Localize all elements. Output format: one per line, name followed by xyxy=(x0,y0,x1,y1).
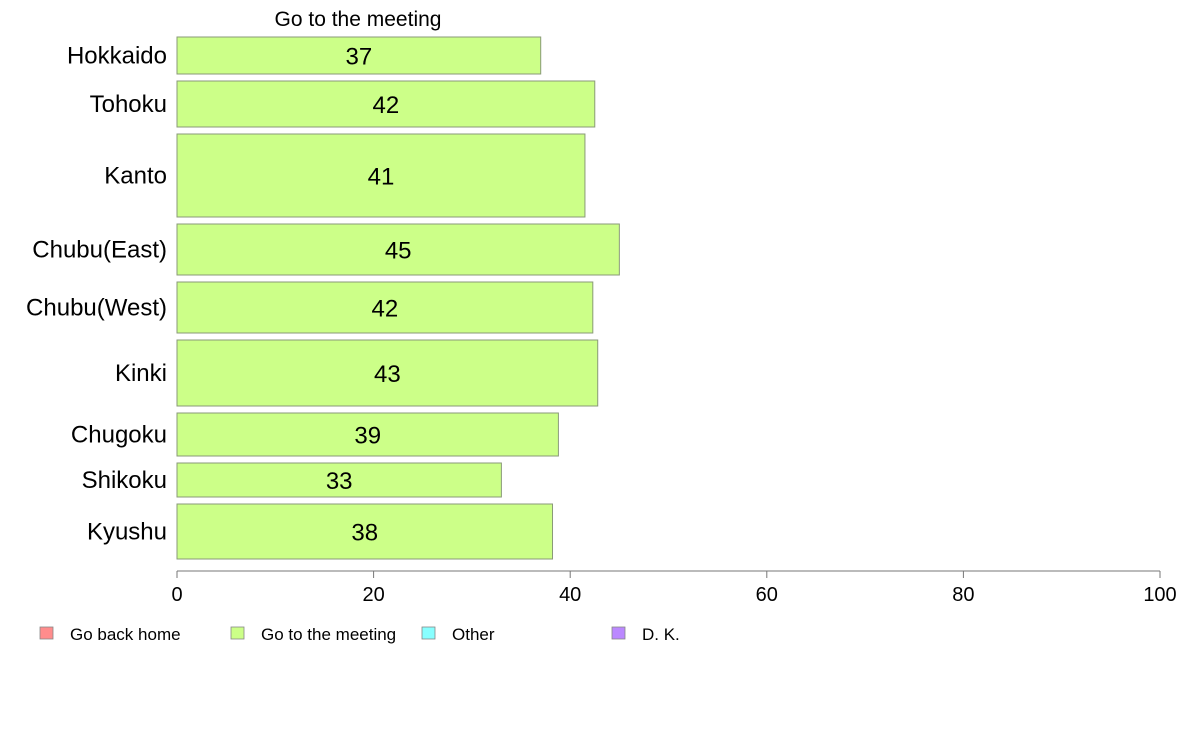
legend-label: Go to the meeting xyxy=(261,625,396,644)
bar-chugoku xyxy=(176,412,559,457)
x-tick-label: 20 xyxy=(362,584,384,606)
bar-kanto xyxy=(176,133,586,218)
legend-swatch xyxy=(39,626,54,640)
category-label: Kinki xyxy=(115,360,167,387)
bars-group: Hokkaido 37 Tohoku 42 Kanto 41 Chubu(East) 45 Ch… xyxy=(26,36,620,560)
x-tick-label: 40 xyxy=(559,584,581,606)
legend-label: Other xyxy=(452,625,495,644)
x-axis: 0 20 40 60 80 100 xyxy=(171,570,1177,606)
bar-chubu-west- xyxy=(176,281,594,334)
category-label: Chubu(West) xyxy=(26,295,167,322)
bar-shikoku xyxy=(176,462,502,498)
x-tick-label: 60 xyxy=(756,584,778,606)
data-label: 33 xyxy=(326,468,353,495)
bar-kinki xyxy=(176,339,599,407)
data-label: 39 xyxy=(354,423,381,450)
x-tick-label: 0 xyxy=(171,584,182,606)
category-label: Tohoku xyxy=(90,91,167,118)
legend-swatch xyxy=(230,626,245,640)
legend-swatch xyxy=(611,626,626,640)
category-label: Hokkaido xyxy=(67,43,167,70)
category-label: Shikoku xyxy=(82,467,167,494)
chart-title: Go to the meeting xyxy=(275,8,442,31)
category-label: Kyushu xyxy=(87,519,167,546)
data-label: 42 xyxy=(372,296,399,323)
data-label: 38 xyxy=(351,520,378,547)
data-label: 37 xyxy=(346,44,373,71)
bar-hokkaido xyxy=(176,36,542,75)
data-label: 43 xyxy=(374,361,401,388)
category-label: Chugoku xyxy=(71,422,167,449)
bar-tohoku xyxy=(176,80,596,128)
x-tick-label: 80 xyxy=(952,584,974,606)
legend: Go back home Go to the meeting Other D. K. xyxy=(39,625,680,644)
legend-label: Go back home xyxy=(70,625,181,644)
data-label: 41 xyxy=(368,164,395,191)
category-label: Kanto xyxy=(104,163,167,190)
category-label: Chubu(East) xyxy=(32,237,167,264)
legend-label: D. K. xyxy=(642,625,680,644)
data-label: 45 xyxy=(385,238,412,265)
legend-swatch xyxy=(421,626,436,640)
data-label: 42 xyxy=(373,92,400,119)
x-tick-label: 100 xyxy=(1143,584,1176,606)
bar-kyushu xyxy=(176,503,554,560)
bar-chubu-east- xyxy=(176,223,620,276)
